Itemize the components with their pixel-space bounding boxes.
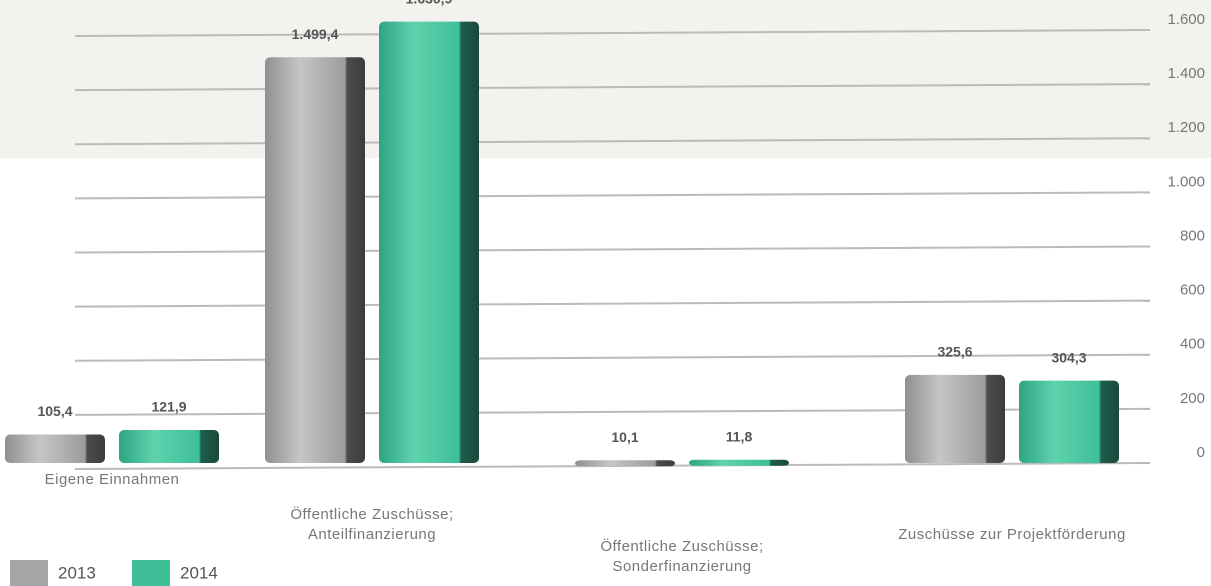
bar [905, 374, 1005, 463]
bar [379, 21, 479, 463]
value-label: 10,1 [611, 429, 638, 445]
y-tick-label: 400 [1180, 336, 1205, 353]
value-label: 11,8 [726, 429, 753, 445]
y-tick-label: 1.400 [1167, 65, 1205, 82]
y-tick-label: 800 [1180, 227, 1205, 244]
category-label: Öffentliche Zuschüsse; Anteilfinanzierun… [290, 506, 454, 543]
value-label: 325,6 [937, 344, 972, 360]
grid-line [74, 191, 1151, 200]
bar [575, 460, 675, 467]
y-tick-label: 200 [1180, 390, 1205, 407]
legend-label: 2013 [58, 563, 96, 582]
category-label: Eigene Einnahmen [44, 471, 180, 488]
y-tick-label: 1.600 [1167, 11, 1205, 28]
grid-line [74, 137, 1151, 146]
y-tick-label: 1.000 [1167, 173, 1205, 190]
bar [689, 459, 789, 466]
category-label: Öffentliche Zuschüsse; Sonderfinanzierun… [600, 538, 764, 575]
grid-line [74, 299, 1151, 308]
bar [119, 430, 219, 463]
legend-swatch [132, 560, 170, 586]
grid-line [74, 353, 1151, 362]
value-label: 304,3 [1051, 349, 1086, 365]
value-label: 105,4 [37, 403, 72, 419]
value-label: 1.499,4 [292, 26, 339, 42]
legend-swatch [10, 560, 48, 586]
value-label: 1.630,9 [406, 0, 453, 6]
legend-label: 2014 [180, 563, 218, 582]
value-label: 121,9 [151, 399, 186, 415]
background-band [0, 0, 1211, 158]
grid-line [74, 245, 1151, 254]
y-tick-label: 600 [1180, 282, 1205, 299]
bar [265, 57, 365, 463]
y-tick-label: 1.200 [1167, 119, 1205, 136]
grid-line [74, 83, 1151, 92]
category-label: Zuschüsse zur Projektförderung [898, 526, 1126, 543]
grid-line [74, 29, 1151, 37]
bar [1019, 380, 1119, 463]
bar [5, 434, 105, 463]
y-tick-label: 0 [1197, 444, 1205, 461]
